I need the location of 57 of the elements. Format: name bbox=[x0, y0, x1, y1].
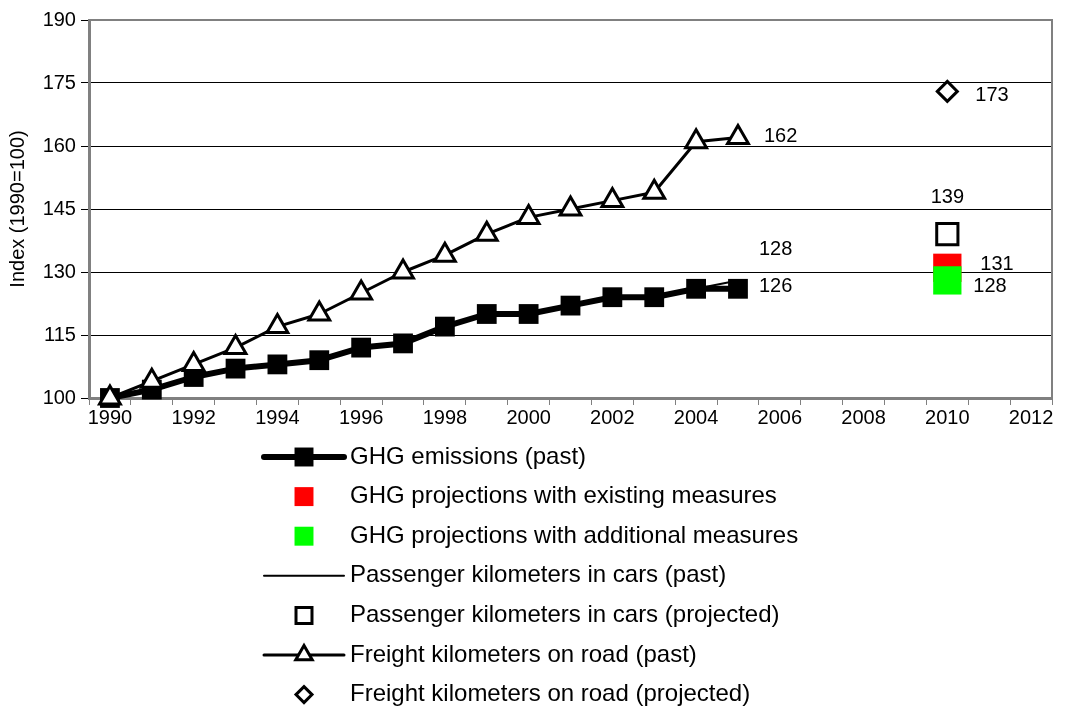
data-label: 162 bbox=[763, 124, 798, 147]
point bbox=[644, 287, 665, 308]
y-tick-label: 160 bbox=[42, 133, 76, 156]
point bbox=[642, 178, 667, 200]
x-tick-label: 2012 bbox=[1008, 405, 1054, 428]
point bbox=[433, 241, 457, 263]
point bbox=[684, 128, 708, 150]
y-tick-label: 145 bbox=[42, 196, 76, 219]
x-tick-label: 2010 bbox=[925, 405, 970, 428]
point bbox=[518, 304, 539, 324]
x-tick-label: 1994 bbox=[255, 405, 300, 428]
point bbox=[267, 354, 288, 375]
legend-label: Passenger kilometers in cars (past) bbox=[350, 560, 727, 588]
point bbox=[686, 278, 707, 299]
x-tick-label: 2002 bbox=[590, 405, 635, 428]
y-tick-label: 100 bbox=[42, 385, 76, 408]
data-label: 173 bbox=[975, 82, 1009, 105]
y-axis-title: Index (1990=100) bbox=[5, 130, 28, 288]
point bbox=[728, 278, 748, 299]
data-label: 126 bbox=[758, 274, 793, 297]
point bbox=[600, 187, 625, 209]
point bbox=[393, 333, 413, 354]
point bbox=[602, 287, 623, 308]
y-tick-label: 190 bbox=[42, 7, 76, 30]
legend-label: GHG projections with existing measures bbox=[350, 481, 777, 509]
legend-label: Passenger kilometers in cars (projected) bbox=[350, 600, 780, 628]
x-tick-label: 2008 bbox=[841, 405, 886, 428]
legend-label: Freight kilometers on road (projected) bbox=[350, 679, 751, 707]
point bbox=[309, 350, 330, 371]
x-tick-label: 2006 bbox=[757, 405, 803, 428]
point bbox=[391, 258, 415, 280]
point bbox=[560, 295, 581, 316]
x-tick-label: 2000 bbox=[506, 405, 551, 428]
data-label: 139 bbox=[930, 184, 965, 207]
point bbox=[351, 337, 372, 358]
x-tick-label: 1998 bbox=[422, 405, 468, 428]
y-tick-label: 175 bbox=[42, 70, 76, 93]
x-tick-label: 1990 bbox=[87, 405, 133, 428]
point bbox=[434, 316, 455, 337]
point bbox=[516, 203, 541, 225]
x-tick-label: 2004 bbox=[673, 405, 719, 428]
data-label: 131 bbox=[980, 252, 1014, 275]
legend-label: GHG emissions (past) bbox=[350, 441, 587, 469]
y-tick-label: 115 bbox=[44, 322, 76, 345]
y-tick-label: 130 bbox=[42, 259, 76, 282]
point bbox=[726, 124, 750, 146]
x-tick-label: 1992 bbox=[171, 405, 216, 428]
legend-label: Freight kilometers on road (past) bbox=[350, 639, 697, 667]
point bbox=[476, 304, 497, 324]
data-label: 128 bbox=[758, 236, 793, 259]
data-label: 128 bbox=[973, 273, 1007, 296]
point bbox=[558, 195, 583, 217]
point bbox=[474, 220, 499, 242]
legend-label: GHG projections with additional measures bbox=[350, 520, 799, 548]
point bbox=[225, 358, 246, 379]
x-tick-label: 1996 bbox=[338, 405, 384, 428]
point bbox=[933, 266, 962, 295]
